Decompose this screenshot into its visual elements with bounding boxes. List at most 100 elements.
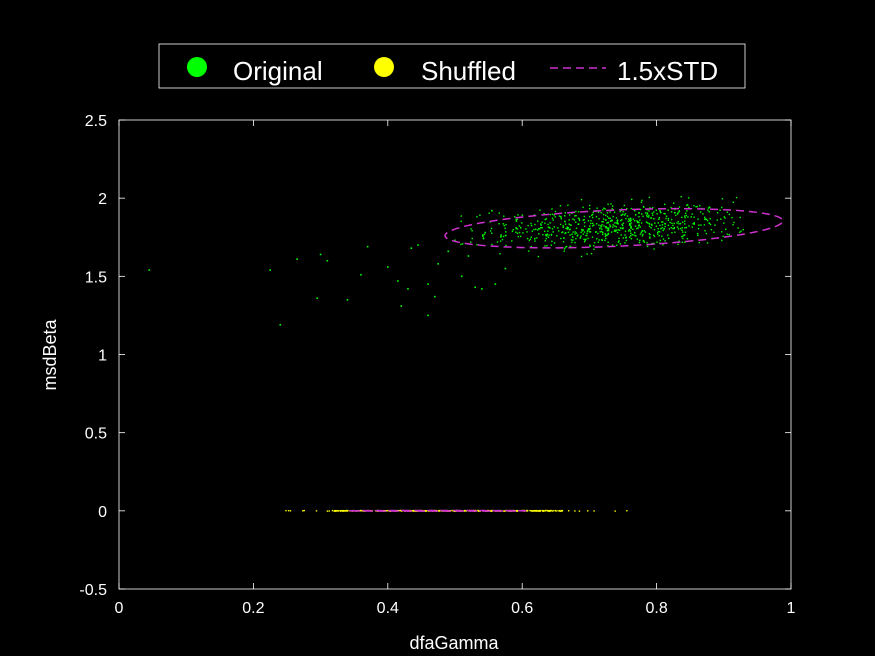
- original-point: [595, 223, 598, 225]
- shuffled-point: [334, 509, 336, 512]
- original-point: [471, 230, 473, 232]
- legend-original-label: Original: [233, 56, 323, 86]
- original-point: [733, 221, 735, 224]
- original-point: [589, 245, 591, 247]
- original-point: [606, 212, 609, 214]
- original-point: [629, 220, 631, 222]
- original-point: [535, 228, 537, 231]
- original-point: [662, 244, 664, 246]
- original-point: [638, 216, 640, 218]
- original-point: [684, 231, 687, 234]
- original-point: [427, 283, 429, 285]
- original-point: [678, 210, 680, 212]
- original-point: [630, 238, 633, 240]
- shuffled-point: [567, 510, 570, 512]
- original-point: [605, 234, 607, 236]
- original-point: [585, 234, 587, 237]
- original-point: [549, 222, 551, 224]
- original-point: [538, 227, 540, 230]
- original-point: [677, 212, 679, 214]
- original-point: [481, 288, 483, 290]
- original-point: [731, 216, 733, 219]
- original-point: [678, 211, 680, 213]
- shuffled-point: [464, 509, 466, 512]
- original-point: [447, 250, 450, 253]
- original-point: [608, 229, 610, 232]
- original-point: [657, 222, 659, 224]
- original-point: [551, 208, 553, 210]
- original-point: [644, 231, 647, 233]
- original-point: [519, 235, 522, 238]
- original-point: [575, 221, 577, 223]
- original-point: [707, 207, 710, 209]
- original-point: [553, 242, 556, 244]
- original-point: [541, 221, 543, 224]
- shuffled-point: [315, 510, 318, 512]
- original-point: [601, 224, 603, 226]
- original-point: [566, 226, 569, 228]
- original-point: [585, 238, 587, 240]
- original-point: [676, 222, 678, 224]
- original-point: [580, 235, 582, 237]
- original-point: [634, 232, 636, 234]
- original-point: [677, 228, 680, 230]
- shuffled-point: [503, 510, 505, 512]
- original-point: [624, 234, 626, 236]
- original-point: [648, 196, 651, 199]
- shuffled-point: [529, 509, 531, 512]
- shuffled-point: [490, 510, 492, 512]
- original-point: [588, 208, 591, 210]
- original-point: [565, 227, 567, 230]
- original-point: [553, 214, 555, 216]
- original-point: [650, 223, 653, 226]
- original-point: [630, 232, 632, 235]
- original-point: [672, 224, 674, 227]
- shuffled-point: [287, 509, 290, 512]
- shuffled-point: [538, 510, 541, 512]
- original-point: [625, 237, 627, 239]
- original-point: [548, 226, 550, 229]
- original-point: [568, 219, 570, 221]
- original-point: [660, 211, 662, 214]
- original-point: [460, 220, 462, 222]
- original-point: [588, 231, 591, 233]
- original-point: [544, 245, 546, 247]
- original-point: [515, 226, 517, 229]
- original-point: [575, 210, 577, 213]
- original-point: [600, 238, 603, 241]
- original-point: [564, 212, 566, 214]
- original-point: [500, 234, 502, 236]
- original-point: [643, 241, 646, 243]
- original-point: [461, 243, 464, 245]
- axes: 0 0.2 0.4 0.6 0.8 1 -0.5 0 0.5 1 1.5 2 2.5: [79, 113, 795, 617]
- original-point: [568, 223, 570, 225]
- original-point: [615, 230, 617, 233]
- original-point: [668, 237, 670, 240]
- y-axis-label: msdBeta: [40, 319, 60, 391]
- original-point: [470, 241, 472, 243]
- original-point: [502, 235, 505, 238]
- original-point: [476, 216, 478, 218]
- original-point: [544, 222, 546, 224]
- original-point: [630, 222, 632, 224]
- original-point: [517, 235, 520, 238]
- original-point: [649, 207, 651, 209]
- original-point: [269, 269, 271, 271]
- original-point: [667, 217, 670, 220]
- original-point: [604, 239, 606, 242]
- original-point: [634, 219, 636, 222]
- original-point: [568, 214, 571, 216]
- original-point: [148, 269, 151, 271]
- original-point: [410, 247, 413, 249]
- original-point: [607, 228, 610, 231]
- original-point: [630, 219, 632, 222]
- y-tick-label: 2.5: [85, 113, 107, 130]
- original-point: [593, 248, 595, 250]
- original-point: [561, 231, 563, 234]
- original-point: [578, 218, 581, 220]
- original-point: [580, 255, 583, 258]
- original-point: [653, 234, 655, 236]
- original-point: [698, 241, 700, 244]
- original-point: [652, 214, 654, 216]
- original-point: [460, 243, 462, 246]
